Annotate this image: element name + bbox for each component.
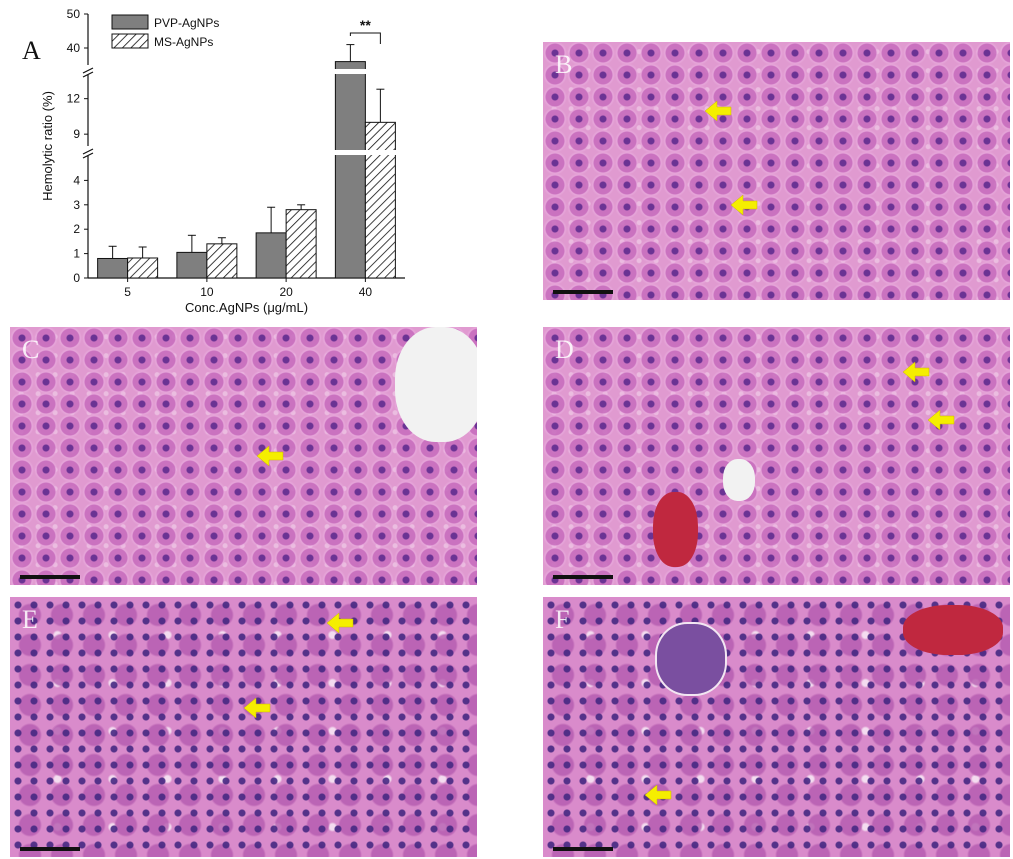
bar-pvp-agnps bbox=[334, 61, 366, 279]
bar-ms-agnps bbox=[127, 257, 159, 279]
bar-break-gap bbox=[364, 150, 397, 155]
x-axis-label: Conc.AgNPs (μg/mL) bbox=[185, 300, 308, 315]
legend-swatch bbox=[111, 33, 149, 49]
arrow-icon bbox=[927, 409, 955, 431]
histology-panel-f: F bbox=[543, 597, 1010, 857]
y-tick-label: 9 bbox=[73, 127, 80, 141]
y-tick-label: 0 bbox=[73, 271, 80, 285]
arrow-icon bbox=[256, 445, 284, 467]
scale-bar bbox=[20, 575, 80, 579]
arrow-icon bbox=[243, 697, 271, 719]
scale-bar bbox=[20, 847, 80, 851]
kidney-tissue-image bbox=[10, 597, 477, 857]
bar-ms-agnps bbox=[206, 243, 238, 279]
histology-panel-b: B bbox=[543, 42, 1010, 300]
liver-tissue-image bbox=[543, 327, 1010, 585]
significance-bracket bbox=[349, 32, 381, 44]
arrow-icon bbox=[326, 612, 354, 634]
bar-pvp-agnps bbox=[255, 232, 287, 279]
y-axis-label: Hemolytic ratio (%) bbox=[40, 91, 55, 201]
x-tick-label: 20 bbox=[279, 285, 293, 299]
axis-break-mark bbox=[82, 148, 94, 155]
bar-ms-agnps bbox=[285, 209, 317, 279]
scale-bar bbox=[553, 575, 613, 579]
panel-label-a: A bbox=[22, 36, 41, 65]
arrow-icon bbox=[902, 361, 930, 383]
y-tick-label: 2 bbox=[73, 222, 80, 236]
panel-label-d: D bbox=[555, 335, 574, 364]
bar-pvp-agnps bbox=[97, 257, 129, 279]
liver-tissue-image bbox=[543, 42, 1010, 300]
x-tick-label: 10 bbox=[200, 285, 214, 299]
vessel-lumen bbox=[395, 327, 477, 442]
scale-bar bbox=[553, 290, 613, 294]
histology-panel-e: E bbox=[10, 597, 477, 857]
arrow-icon bbox=[644, 784, 672, 806]
histology-panel-d: D bbox=[543, 327, 1010, 585]
panel-label-f: F bbox=[555, 605, 570, 634]
x-tick-label: 40 bbox=[359, 285, 373, 299]
scale-bar bbox=[553, 847, 613, 851]
bar-break-gap bbox=[334, 69, 367, 74]
significance-label: ** bbox=[360, 17, 371, 33]
y-tick-label: 1 bbox=[73, 247, 80, 261]
legend-swatch bbox=[111, 14, 149, 30]
histology-panel-c: C bbox=[10, 327, 477, 585]
glomerulus bbox=[655, 622, 727, 696]
panel-label-b: B bbox=[555, 50, 573, 79]
blood-vessel bbox=[653, 492, 698, 567]
chart-panel-a: A 0 1 2 3 4 9 12 40 50 5 10 20 40 ** Conc.AgNPs (μg/mL… bbox=[0, 0, 470, 320]
arrow-icon bbox=[730, 194, 758, 216]
y-tick-label: 3 bbox=[73, 198, 80, 212]
axis-break-mark bbox=[82, 152, 94, 159]
vessel-lumen bbox=[723, 459, 755, 501]
blood-vessel bbox=[903, 605, 1003, 655]
panel-label-e: E bbox=[22, 605, 38, 634]
bar-ms-agnps bbox=[364, 121, 396, 279]
y-tick-label: 40 bbox=[67, 41, 81, 55]
legend-label: PVP-AgNPs bbox=[154, 16, 219, 30]
legend-label: MS-AgNPs bbox=[154, 35, 213, 49]
bar-break-gap bbox=[334, 150, 367, 155]
y-tick-label: 50 bbox=[67, 7, 81, 21]
y-tick-label: 12 bbox=[67, 92, 81, 106]
arrow-icon bbox=[704, 100, 732, 122]
y-tick-label: 4 bbox=[73, 173, 80, 187]
axis-break-mark bbox=[82, 67, 94, 74]
bar-pvp-agnps bbox=[176, 251, 208, 279]
axis-break-mark bbox=[82, 71, 94, 78]
x-tick-label: 5 bbox=[124, 285, 131, 299]
panel-label-c: C bbox=[22, 335, 40, 364]
